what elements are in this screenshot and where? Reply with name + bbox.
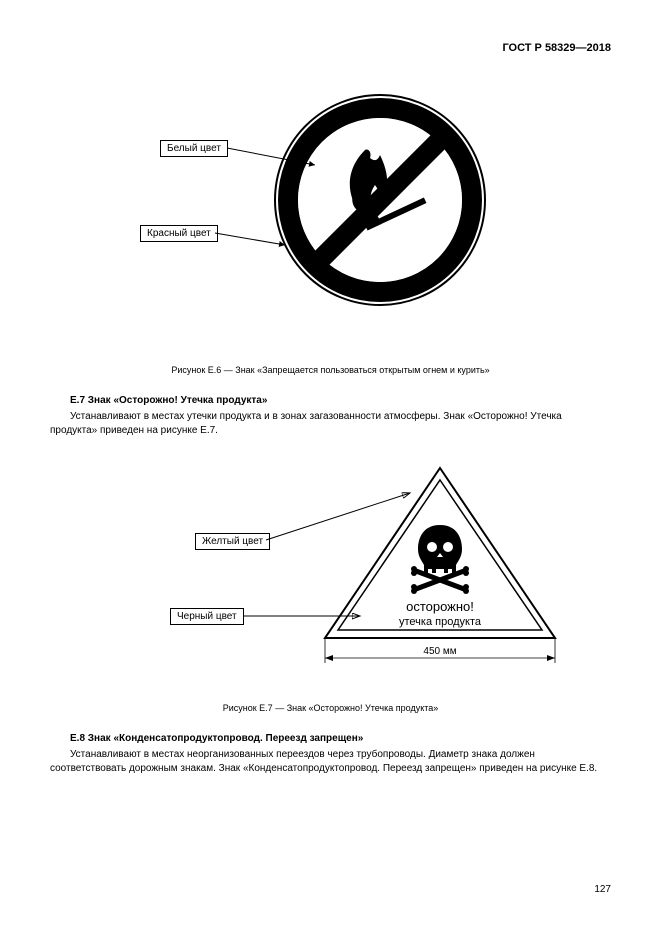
page-number: 127	[594, 884, 611, 895]
figure-e6: Белый цвет Красный цвет	[50, 80, 611, 350]
warning-triangle-icon: осторожно! утечка продукта 450 мм	[310, 458, 570, 688]
section-e8-text: Устанавливают в местах неорганизованных …	[50, 748, 611, 776]
label-white-color: Белый цвет	[160, 140, 228, 157]
sign-text-line1: осторожно!	[406, 599, 474, 614]
section-e7-text: Устанавливают в местах утечки продукта и…	[50, 410, 611, 438]
dimension-label: 450 мм	[423, 646, 456, 657]
figure-e6-caption: Рисунок Е.6 — Знак «Запрещается пользова…	[50, 365, 611, 375]
no-fire-sign-icon	[270, 90, 490, 310]
figure-e7: осторожно! утечка продукта 450 мм Желтый…	[50, 448, 611, 688]
label-black-color: Черный цвет	[170, 608, 244, 625]
section-e8-title: Е.8 Знак «Конденсатопродуктопровод. Пере…	[50, 733, 611, 744]
figure-e7-caption: Рисунок Е.7 — Знак «Осторожно! Утечка пр…	[50, 703, 611, 713]
document-page: ГОСТ Р 58329—2018 Белый цвет Красн	[0, 0, 661, 935]
label-yellow-color: Желтый цвет	[195, 533, 270, 550]
sign-text-line2: утечка продукта	[399, 616, 482, 628]
label-red-color: Красный цвет	[140, 225, 218, 242]
standard-code: ГОСТ Р 58329—2018	[502, 42, 611, 54]
section-e7-title: Е.7 Знак «Осторожно! Утечка продукта»	[50, 395, 611, 406]
